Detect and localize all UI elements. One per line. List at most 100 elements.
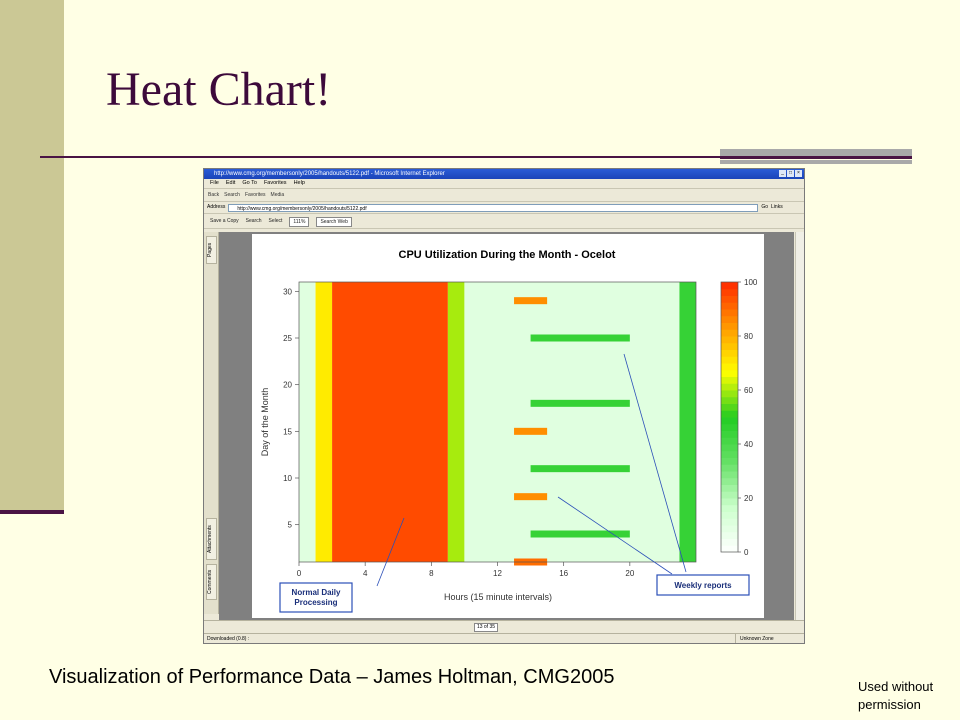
x-tick-label: 12 (493, 569, 502, 578)
colorbar (720, 281, 739, 553)
status-text: Downloaded (0.8) : (207, 636, 250, 642)
favorites-button[interactable]: Favorites (244, 192, 266, 198)
chart-title: CPU Utilization During the Month - Ocelo… (399, 249, 616, 261)
colorbar-swatch (721, 464, 738, 472)
annotation-line: Normal Daily (292, 588, 341, 597)
annotation-box-weekly (656, 574, 750, 596)
browser-titlebar: http://www.cmg.org/membersonly/2005/hand… (204, 169, 804, 179)
colorbar-swatch (721, 342, 738, 350)
colorbar-swatch (721, 336, 738, 344)
x-axis-label: Hours (15 minute intervals) (444, 592, 552, 602)
heatmap-cell (447, 282, 465, 562)
colorbar-tick-label: 40 (744, 440, 753, 449)
colorbar-tick-label: 20 (744, 494, 753, 503)
address-bar: Address http://www.cmg.org/membersonly/2… (204, 202, 804, 214)
colorbar-swatch (721, 511, 738, 519)
slide-caption: Visualization of Performance Data – Jame… (49, 666, 615, 688)
links-button[interactable]: Links (771, 204, 783, 210)
heatmap-cell (530, 334, 630, 342)
colorbar-tick-label: 60 (744, 386, 753, 395)
colorbar-swatch (721, 525, 738, 533)
tab-comments[interactable]: Comments (206, 564, 217, 600)
colorbar-swatch (721, 518, 738, 526)
annotation-arrow-weekly-2 (557, 496, 673, 575)
heatmap-cell (679, 282, 696, 562)
pdf-vertical-scrollbar[interactable] (795, 232, 804, 620)
menu-edit[interactable]: Edit (225, 180, 236, 186)
x-axis-ticks: 0 4 8 12 16 20 (297, 562, 635, 578)
y-tick-label: 5 (288, 521, 293, 530)
close-icon[interactable]: × (795, 170, 802, 177)
browser-statusbar: Downloaded (0.8) : Unknown Zone (204, 633, 804, 643)
browser-window-title: http://www.cmg.org/membersonly/2005/hand… (214, 171, 445, 177)
colorbar-swatch (721, 315, 738, 323)
select-tool-button[interactable]: Select (268, 218, 283, 224)
zoom-field[interactable]: 111% (289, 217, 310, 227)
go-button[interactable]: Go (761, 204, 769, 210)
colorbar-swatch (721, 369, 738, 377)
colorbar-swatch (721, 477, 738, 485)
title-underline-accent-light (720, 160, 912, 164)
colorbar-swatch (721, 437, 738, 445)
save-copy-button[interactable]: Save a Copy (210, 218, 239, 224)
pdf-side-tabs: Pages Attachments Comments (204, 232, 219, 614)
colorbar-swatch (721, 471, 738, 479)
colorbar-swatch (721, 302, 738, 310)
address-input[interactable]: http://www.cmg.org/membersonly/2005/hand… (228, 203, 759, 212)
media-button[interactable]: Media (270, 192, 285, 198)
colorbar-swatch (721, 403, 738, 411)
pdf-toolbar: Save a Copy Search Select 111% Search We… (204, 214, 804, 229)
heatmap-cell (332, 282, 448, 562)
browser-toolbar: Back Search Favorites Media (204, 189, 804, 202)
left-accent-band (0, 0, 64, 512)
tab-attachments[interactable]: Attachments (206, 518, 217, 560)
colorbar-swatch (721, 545, 738, 553)
colorbar-swatch (721, 457, 738, 465)
maximize-icon[interactable]: □ (787, 170, 794, 177)
colorbar-swatch (721, 484, 738, 492)
y-tick-label: 15 (283, 427, 292, 436)
colorbar-swatch (721, 282, 738, 290)
x-tick-label: 0 (297, 569, 302, 578)
page-indicator[interactable]: 13 of 35 (474, 623, 498, 632)
colorbar-tick-label: 0 (744, 548, 749, 557)
x-tick-label: 8 (429, 569, 434, 578)
search-web-field[interactable]: Search Web (316, 217, 352, 227)
search-button[interactable]: Search (224, 192, 240, 198)
colorbar-swatch (721, 538, 738, 546)
window-controls: _ □ × (779, 170, 802, 177)
menu-favorites[interactable]: Favorites (263, 180, 287, 186)
heatmap-cell (530, 530, 630, 538)
annotation-normal-daily-processing: Normal Daily Processing (292, 588, 341, 607)
pdf-page: CPU Utilization During the Month - Ocelo… (252, 234, 764, 618)
colorbar-swatch (721, 295, 738, 303)
colorbar-swatch (721, 349, 738, 357)
tab-pages[interactable]: Pages (206, 236, 217, 264)
colorbar-swatch (721, 430, 738, 438)
minimize-icon[interactable]: _ (779, 170, 786, 177)
x-tick-label: 4 (363, 569, 368, 578)
annotation-weekly-reports: Weekly reports (674, 581, 732, 590)
heatmap-cell (299, 282, 316, 562)
left-accent-rule (0, 510, 64, 514)
menu-help[interactable]: Help (293, 180, 305, 186)
heatmap-cell (530, 465, 630, 473)
y-tick-label: 30 (283, 287, 292, 296)
y-tick-label: 25 (283, 334, 292, 343)
colorbar-swatch (721, 383, 738, 391)
back-button[interactable]: Back (208, 192, 220, 198)
colorbar-swatch (721, 410, 738, 418)
colorbar-swatch (721, 329, 738, 337)
colorbar-swatch (721, 376, 738, 384)
y-tick-label: 20 (283, 381, 292, 390)
colorbar-ticks: 0 20 40 60 80 100 (738, 278, 758, 557)
y-tick-label: 10 (283, 474, 292, 483)
annotation-arrow-weekly-1 (623, 353, 687, 573)
pdf-navigation-bar: 13 of 35 (204, 620, 804, 634)
menu-file[interactable]: File (210, 180, 219, 186)
pdf-search-button[interactable]: Search (245, 218, 262, 224)
menu-go-to[interactable]: Go To (242, 180, 257, 186)
heatmap-cell (530, 399, 630, 407)
y-axis-label: Day of the Month (260, 388, 270, 457)
colorbar-swatch (721, 322, 738, 330)
